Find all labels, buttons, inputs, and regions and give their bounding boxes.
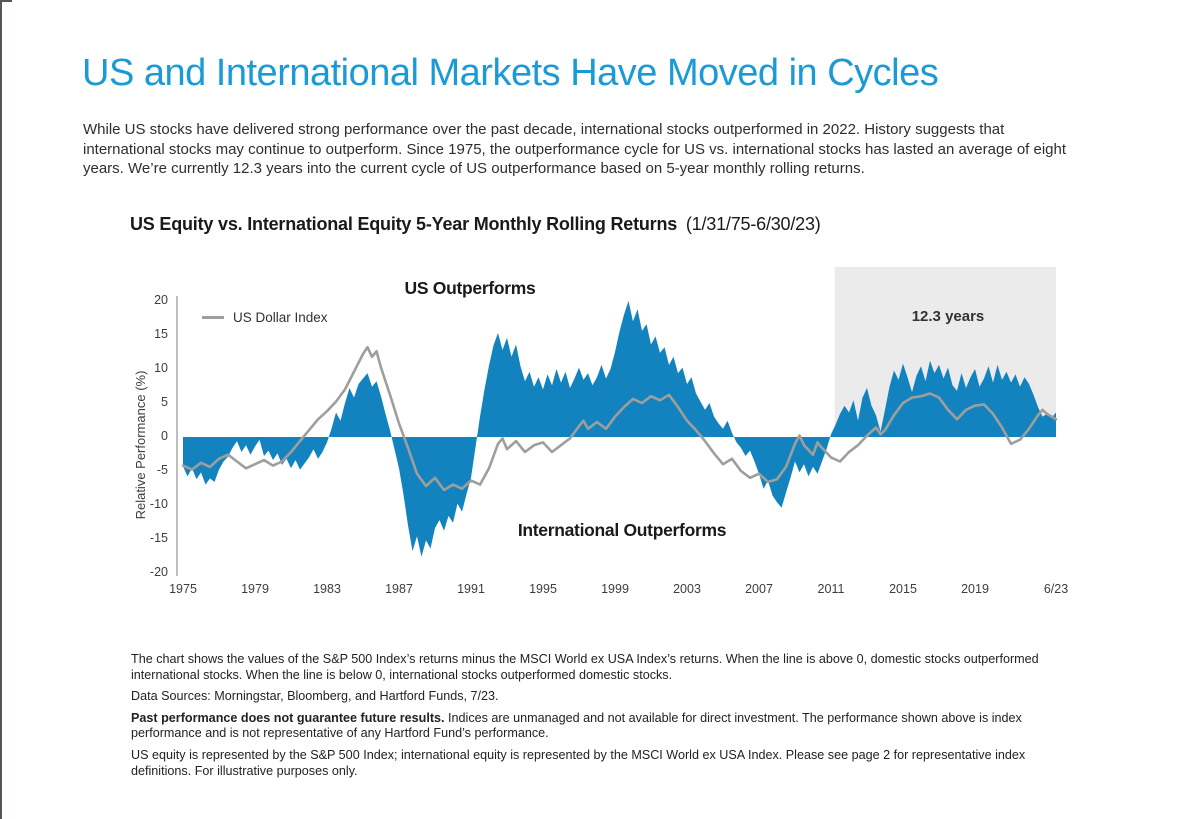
footnote-text: The chart shows the values of the S&P 50… [131,652,1039,682]
intro-paragraph: While US stocks have delivered strong pe… [83,121,1067,177]
footnote-text: Indices are unmanaged and not available … [131,710,1022,741]
x-tick-label: 1983 [313,582,341,596]
international-outperforms-label: International Outperforms [517,520,727,540]
y-tick-label: 15 [154,327,168,341]
chart-title: US Equity vs. International Equity 5-Yea… [130,214,821,235]
footnote-index-definitions: US equity is represented by the S&P 500 … [131,748,1066,779]
cycle-shade-region [834,267,1056,437]
footnote-text: US equity is represented by the S&P 500 … [131,747,1026,778]
y-tick-label: -15 [149,531,168,545]
x-tick-label: 2003 [673,582,701,596]
footnote-past-performance: Past performance does not guarantee futu… [131,711,1066,742]
y-tick-label: 0 [161,429,168,443]
y-tick-label: 5 [161,395,168,409]
page-left-border [0,0,2,819]
x-tick-label: 1987 [385,582,413,596]
y-axis-title: Relative Performance (%) [133,370,148,520]
us-dollar-index-line [181,345,1058,492]
footnote-bold-lead: Past performance does not guarantee futu… [131,710,445,725]
footnote-text: Data Sources: Morningstar, Bloomberg, an… [131,689,499,704]
chart-plot-svg [176,267,1058,576]
y-tick-label: 10 [154,361,168,375]
x-tick-label: 1975 [169,582,197,596]
chart-title-daterange: (1/31/75-6/30/23) [685,214,821,234]
us-outperforms-label: US Outperforms [404,278,536,298]
x-tick-label: 1991 [457,582,485,596]
legend-label: US Dollar Index [233,309,328,325]
x-tick-label: 2019 [961,582,989,596]
legend-line-swatch [202,315,224,319]
page-title: US and International Markets Have Moved … [82,52,939,94]
chart-title-main: US Equity vs. International Equity 5-Yea… [130,214,678,234]
y-tick-label: -20 [149,565,168,579]
footnotes: The chart shows the values of the S&P 50… [131,652,1066,785]
x-tick-label: 2015 [889,582,917,596]
x-tick-label: 1995 [529,582,557,596]
y-tick-label: 20 [154,293,168,307]
x-tick-label: 6/23 [1043,582,1069,596]
y-tick-label: -10 [149,497,168,511]
relative-performance-area [183,301,1056,557]
footnote-data-sources: Data Sources: Morningstar, Bloomberg, an… [131,689,1066,705]
x-tick-label: 2007 [745,582,773,596]
x-tick-label: 2011 [817,582,845,596]
page-top-corner-mark [0,0,12,2]
x-tick-label: 1979 [241,582,269,596]
x-tick-label: 1999 [601,582,629,596]
y-tick-label: -5 [156,463,168,477]
cycle-duration-label: 12.3 years [911,308,985,325]
legend: US Dollar Index [202,308,328,326]
footnote-chart-explanation: The chart shows the values of the S&P 50… [131,652,1066,683]
